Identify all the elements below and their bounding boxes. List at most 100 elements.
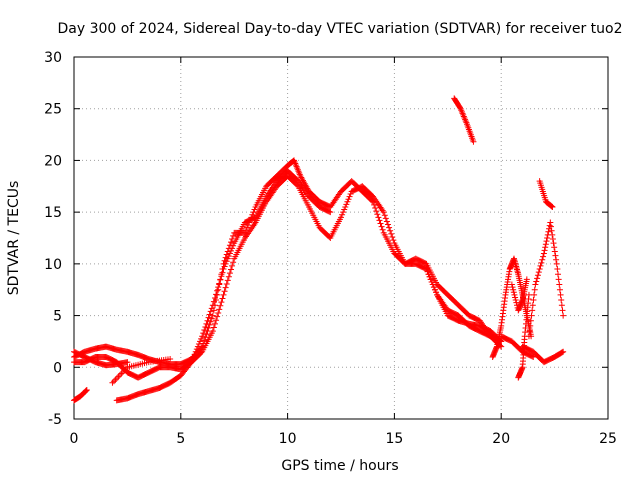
data-point bbox=[251, 206, 258, 213]
data-point bbox=[536, 266, 543, 273]
data-point bbox=[209, 328, 216, 335]
data-point bbox=[527, 322, 534, 329]
data-point bbox=[543, 238, 550, 245]
data-point bbox=[431, 286, 438, 293]
data-point bbox=[209, 302, 216, 309]
data-point bbox=[429, 281, 436, 288]
data-point bbox=[508, 281, 515, 288]
data-point bbox=[203, 331, 210, 338]
data-point bbox=[544, 235, 551, 241]
data-point bbox=[532, 281, 539, 288]
data-point bbox=[343, 201, 350, 208]
data-point bbox=[559, 349, 566, 356]
data-point bbox=[540, 253, 547, 260]
data-point bbox=[208, 315, 215, 322]
data-point bbox=[430, 284, 437, 291]
data-point bbox=[498, 338, 505, 345]
y-tick-label: 15 bbox=[44, 205, 62, 221]
data-point bbox=[230, 259, 237, 266]
data-point bbox=[214, 313, 221, 320]
y-tick-label: 10 bbox=[44, 257, 62, 273]
series-arc12 bbox=[525, 219, 567, 340]
data-point bbox=[207, 308, 214, 315]
data-point bbox=[387, 227, 394, 234]
series-arc10 bbox=[508, 276, 530, 314]
data-point bbox=[215, 284, 222, 291]
data-point bbox=[560, 348, 567, 355]
data-point bbox=[225, 273, 232, 280]
data-point bbox=[116, 372, 123, 379]
y-tick-label: 5 bbox=[53, 309, 62, 325]
data-point bbox=[211, 320, 218, 327]
data-point bbox=[560, 312, 567, 319]
data-point bbox=[534, 272, 541, 279]
series-arc8 bbox=[451, 95, 477, 145]
data-point bbox=[537, 262, 544, 269]
data-point bbox=[202, 323, 209, 330]
data-point bbox=[226, 242, 233, 249]
data-point bbox=[557, 291, 564, 298]
series-arc6 bbox=[109, 356, 174, 386]
data-point bbox=[210, 324, 217, 331]
data-point bbox=[209, 312, 216, 319]
x-axis-label: GPS time / hours bbox=[281, 458, 398, 474]
data-point bbox=[512, 297, 519, 304]
x-tick-label: 0 bbox=[70, 431, 79, 447]
data-point bbox=[210, 298, 217, 305]
data-point bbox=[206, 311, 213, 318]
data-point bbox=[198, 349, 205, 356]
data-point bbox=[338, 214, 344, 221]
data-point bbox=[554, 266, 561, 273]
data-point bbox=[221, 263, 228, 270]
data-point bbox=[326, 208, 333, 215]
data-point bbox=[215, 309, 222, 316]
data-point bbox=[220, 266, 227, 273]
x-tick-label: 25 bbox=[599, 431, 617, 447]
data-point bbox=[226, 270, 233, 277]
data-point bbox=[527, 317, 534, 324]
data-point bbox=[558, 302, 565, 309]
data-point bbox=[124, 359, 131, 366]
data-point bbox=[510, 286, 517, 293]
data-point bbox=[556, 281, 563, 288]
data-point bbox=[525, 291, 532, 298]
data-point bbox=[551, 244, 558, 251]
data-point bbox=[529, 307, 536, 314]
data-point bbox=[548, 202, 555, 209]
data-point bbox=[222, 284, 229, 291]
data-point bbox=[377, 220, 384, 227]
data-point bbox=[540, 250, 547, 257]
data-point bbox=[195, 341, 202, 348]
data-point bbox=[552, 252, 559, 259]
data-point bbox=[556, 286, 563, 293]
data-point bbox=[327, 209, 334, 216]
data-point bbox=[422, 265, 429, 272]
data-point bbox=[529, 353, 536, 360]
data-point bbox=[382, 215, 389, 222]
data-point bbox=[225, 253, 232, 260]
plot-frame bbox=[73, 56, 609, 420]
grid-lines bbox=[74, 57, 608, 419]
data-point bbox=[229, 262, 236, 269]
data-point bbox=[535, 269, 542, 276]
data-point bbox=[373, 208, 380, 215]
data-point bbox=[548, 203, 555, 210]
data-point bbox=[207, 318, 214, 325]
data-point bbox=[548, 227, 555, 234]
data-point bbox=[426, 273, 433, 280]
data-point bbox=[559, 307, 566, 314]
data-point bbox=[378, 223, 385, 230]
data-point bbox=[193, 346, 200, 353]
data-point bbox=[194, 343, 201, 350]
data-point bbox=[219, 269, 226, 276]
data-point bbox=[340, 209, 347, 216]
data-point bbox=[428, 278, 435, 285]
x-tick-label: 15 bbox=[385, 431, 403, 447]
data-point bbox=[553, 256, 560, 263]
data-point bbox=[547, 223, 554, 230]
data-point bbox=[528, 312, 535, 319]
data-point bbox=[109, 379, 116, 386]
data-point bbox=[230, 242, 237, 249]
data-point bbox=[187, 360, 194, 367]
data-point bbox=[115, 373, 122, 380]
